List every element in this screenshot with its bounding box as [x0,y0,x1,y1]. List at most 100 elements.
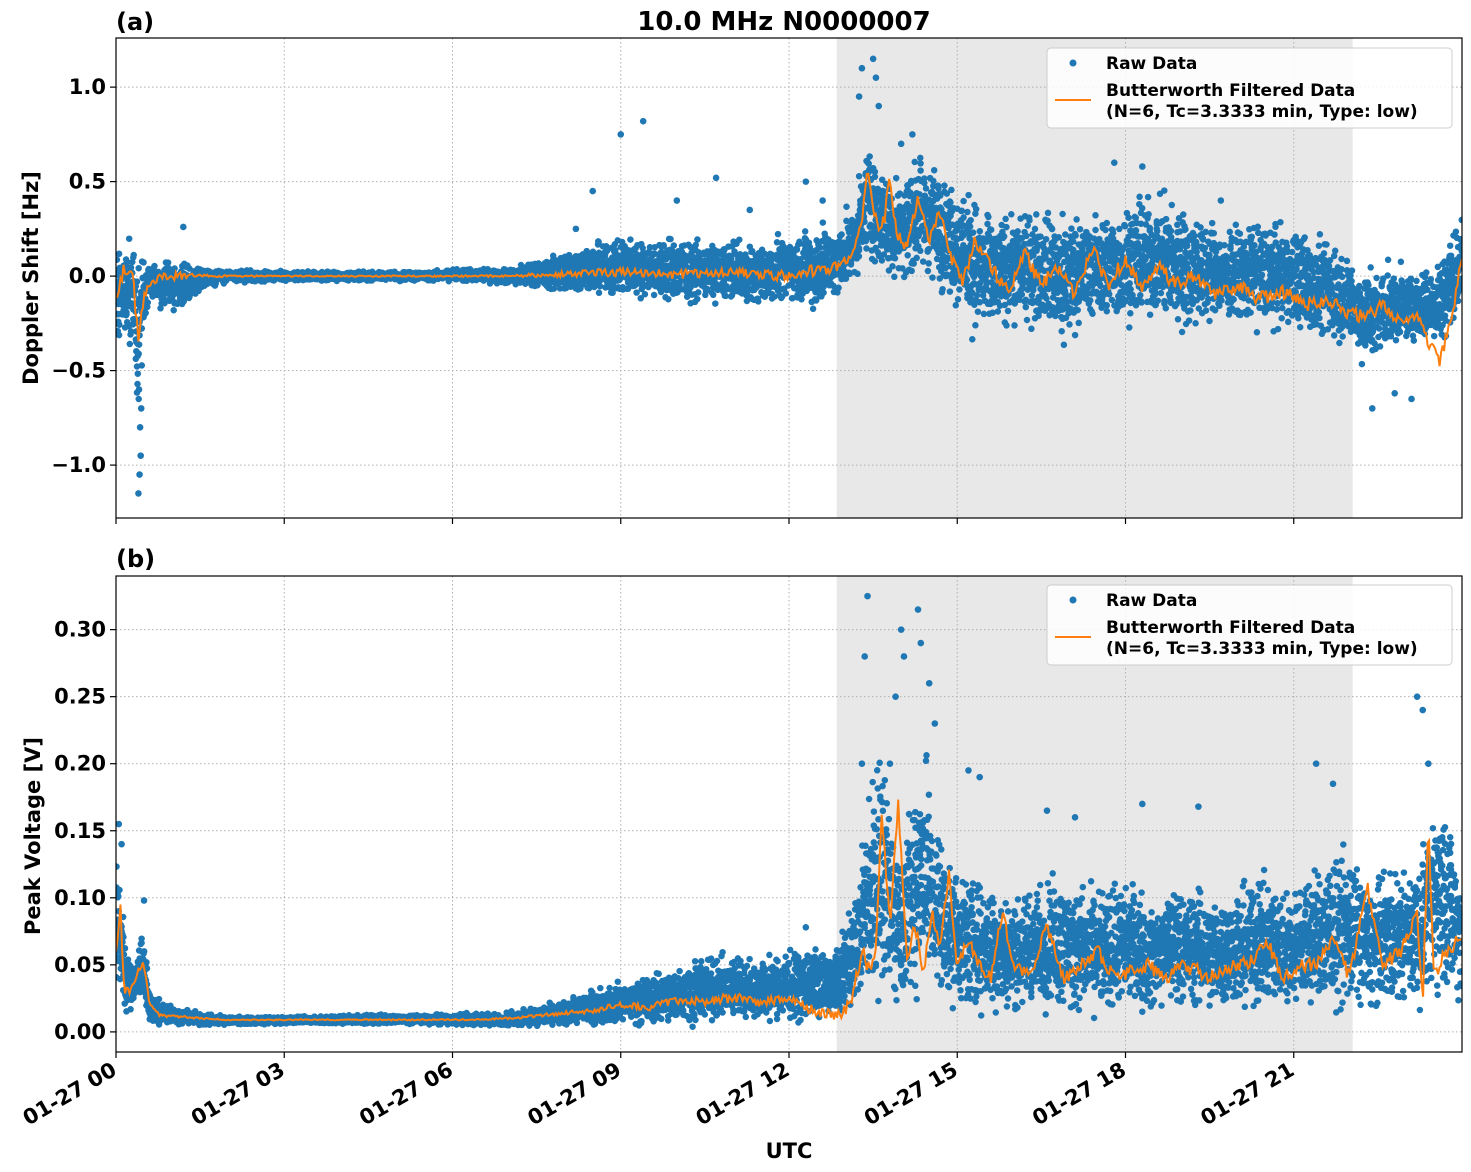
raw-data-outlier [872,74,880,81]
x-tick-label: 01-27 00 [19,1058,121,1131]
y-tick-label: 1.0 [69,75,106,99]
raw-data-outlier [712,174,720,182]
legend-a-filtered-label-2: (N=6, Tc=3.3333 min, Type: low) [1106,102,1418,122]
legend-a-filtered-label-1: Butterworth Filtered Data [1106,81,1355,101]
raw-data-outlier [617,131,625,138]
legend-a-raw-label: Raw Data [1106,54,1197,74]
raw-data-outlier [931,720,939,727]
raw-data-outlier [875,102,883,110]
y-tick-label: 0.5 [69,170,106,194]
raw-data-outlier [914,606,922,613]
y-tick-label: 0.0 [69,264,106,288]
panel-b-label: (b) [116,545,155,573]
y-tick-label: 0.00 [54,1020,106,1044]
raw-data-outlier [976,773,983,781]
legend-b-box [1046,584,1453,666]
filtered-data-line [116,172,1462,367]
raw-data-outlier [1110,159,1118,167]
x-tick-label: 01-27 06 [355,1058,457,1131]
x-tick-label: 01-27 03 [187,1058,289,1131]
raw-data-outlier [136,423,144,431]
raw-data-outlier [917,639,925,647]
raw-data-outlier [1425,760,1432,768]
raw-data-outlier [858,760,866,768]
raw-data-outlier [855,93,863,100]
raw-data-outlier [909,131,916,138]
raw-data-outlier [1071,814,1079,821]
x-tick-label: 01-27 18 [1028,1058,1130,1131]
panel-a: (a) −1.0 −0.5 0.0 0.5 1.0 Doppler Shift [Hz]… [19,8,1463,524]
raw-data-outlier [639,117,647,125]
legend-b-raw-marker [1069,596,1077,604]
x-tick-label: 01-27 15 [860,1058,962,1131]
panel-a-legend: Raw Data Butterworth Filtered Data (N=6,… [1046,47,1453,129]
panel-a-y-axis: −1.0 −0.5 0.0 0.5 1.0 [51,75,116,477]
raw-data-outlier [892,693,899,700]
x-tick-label: 01-27 12 [692,1058,794,1131]
raw-data-outlier [1217,197,1225,204]
raw-data-outlier [589,187,597,195]
raw-data-outlier [572,225,580,233]
panel-a-label: (a) [116,8,154,36]
x-tick-label: 01-27 21 [1196,1058,1298,1131]
y-tick-label: 0.10 [54,886,106,910]
raw-data-outlier [864,592,871,600]
raw-data-outlier [869,55,877,63]
raw-data-outlier [900,653,908,660]
raw-data-outlier [180,223,187,231]
raw-data-outlier [116,820,123,828]
raw-data-outlier [1043,807,1051,814]
panel-a-x-ticks [115,518,1295,524]
y-tick-label: 0.05 [54,953,106,977]
x-axis-label: UTC [766,1139,813,1163]
raw-data-outlier [118,840,125,848]
legend-b-filtered-label-2: (N=6, Tc=3.3333 min, Type: low) [1106,639,1418,659]
raw-data-outlier [136,471,143,478]
panel-b: (b) 0.00 0.05 0.10 0.15 0.20 0.25 0.30 01-27 0… [19,545,1463,1131]
y-tick-label: 0.15 [54,819,106,843]
legend-a-raw-marker [1069,59,1077,67]
raw-data-outlier [137,405,145,412]
y-tick-label: 0.30 [54,618,106,642]
panel-b-filtered-data [116,799,1462,1022]
raw-data-outlier [858,64,866,72]
raw-data-outlier [897,140,905,148]
raw-data-outlier [137,452,144,459]
legend-a-box [1046,47,1453,129]
raw-data-outlier [965,767,972,774]
raw-data-outlier [140,897,148,904]
raw-data-outlier [746,206,754,214]
legend-b-raw-label: Raw Data [1106,591,1197,611]
raw-data-outlier [1368,405,1376,412]
raw-data-outlier [1419,706,1427,714]
raw-data-outlier [1391,389,1398,397]
raw-data-outlier [1329,780,1337,788]
raw-data-outlier [1139,800,1146,808]
raw-data-outlier [1413,693,1421,700]
raw-data-outlier [1195,803,1202,810]
panel-a-ylabel: Doppler Shift [Hz] [19,171,43,385]
legend-b-filtered-label-1: Butterworth Filtered Data [1106,618,1355,638]
y-tick-label: 0.20 [54,752,106,776]
panel-b-ylabel: Peak Voltage [V] [21,737,45,935]
raw-data-outlier [897,626,905,633]
raw-data-outlier [819,197,826,204]
panel-b-y-axis: 0.00 0.05 0.10 0.15 0.20 0.25 0.30 [54,618,116,1044]
raw-data-outlier [861,653,869,660]
raw-data-outlier [135,490,142,497]
y-tick-label: −1.0 [51,453,106,477]
raw-data-outlier [135,386,143,393]
filtered-data-line [116,799,1462,1022]
raw-data-outlier [802,178,810,185]
raw-data-outlier [925,679,933,687]
panel-b-legend: Raw Data Butterworth Filtered Data (N=6,… [1046,584,1453,666]
raw-data-outlier [673,197,681,204]
raw-data-outlier [1312,760,1320,768]
panel-a-filtered-data [116,172,1462,367]
y-tick-label: 0.25 [54,685,106,709]
x-tick-label: 01-27 09 [523,1058,625,1131]
raw-data-outlier [1139,163,1146,170]
panel-b-x-axis: 01-27 00 01-27 03 01-27 06 01-27 09 01-27 12… [19,1052,1298,1131]
raw-data-outlier [886,760,894,768]
